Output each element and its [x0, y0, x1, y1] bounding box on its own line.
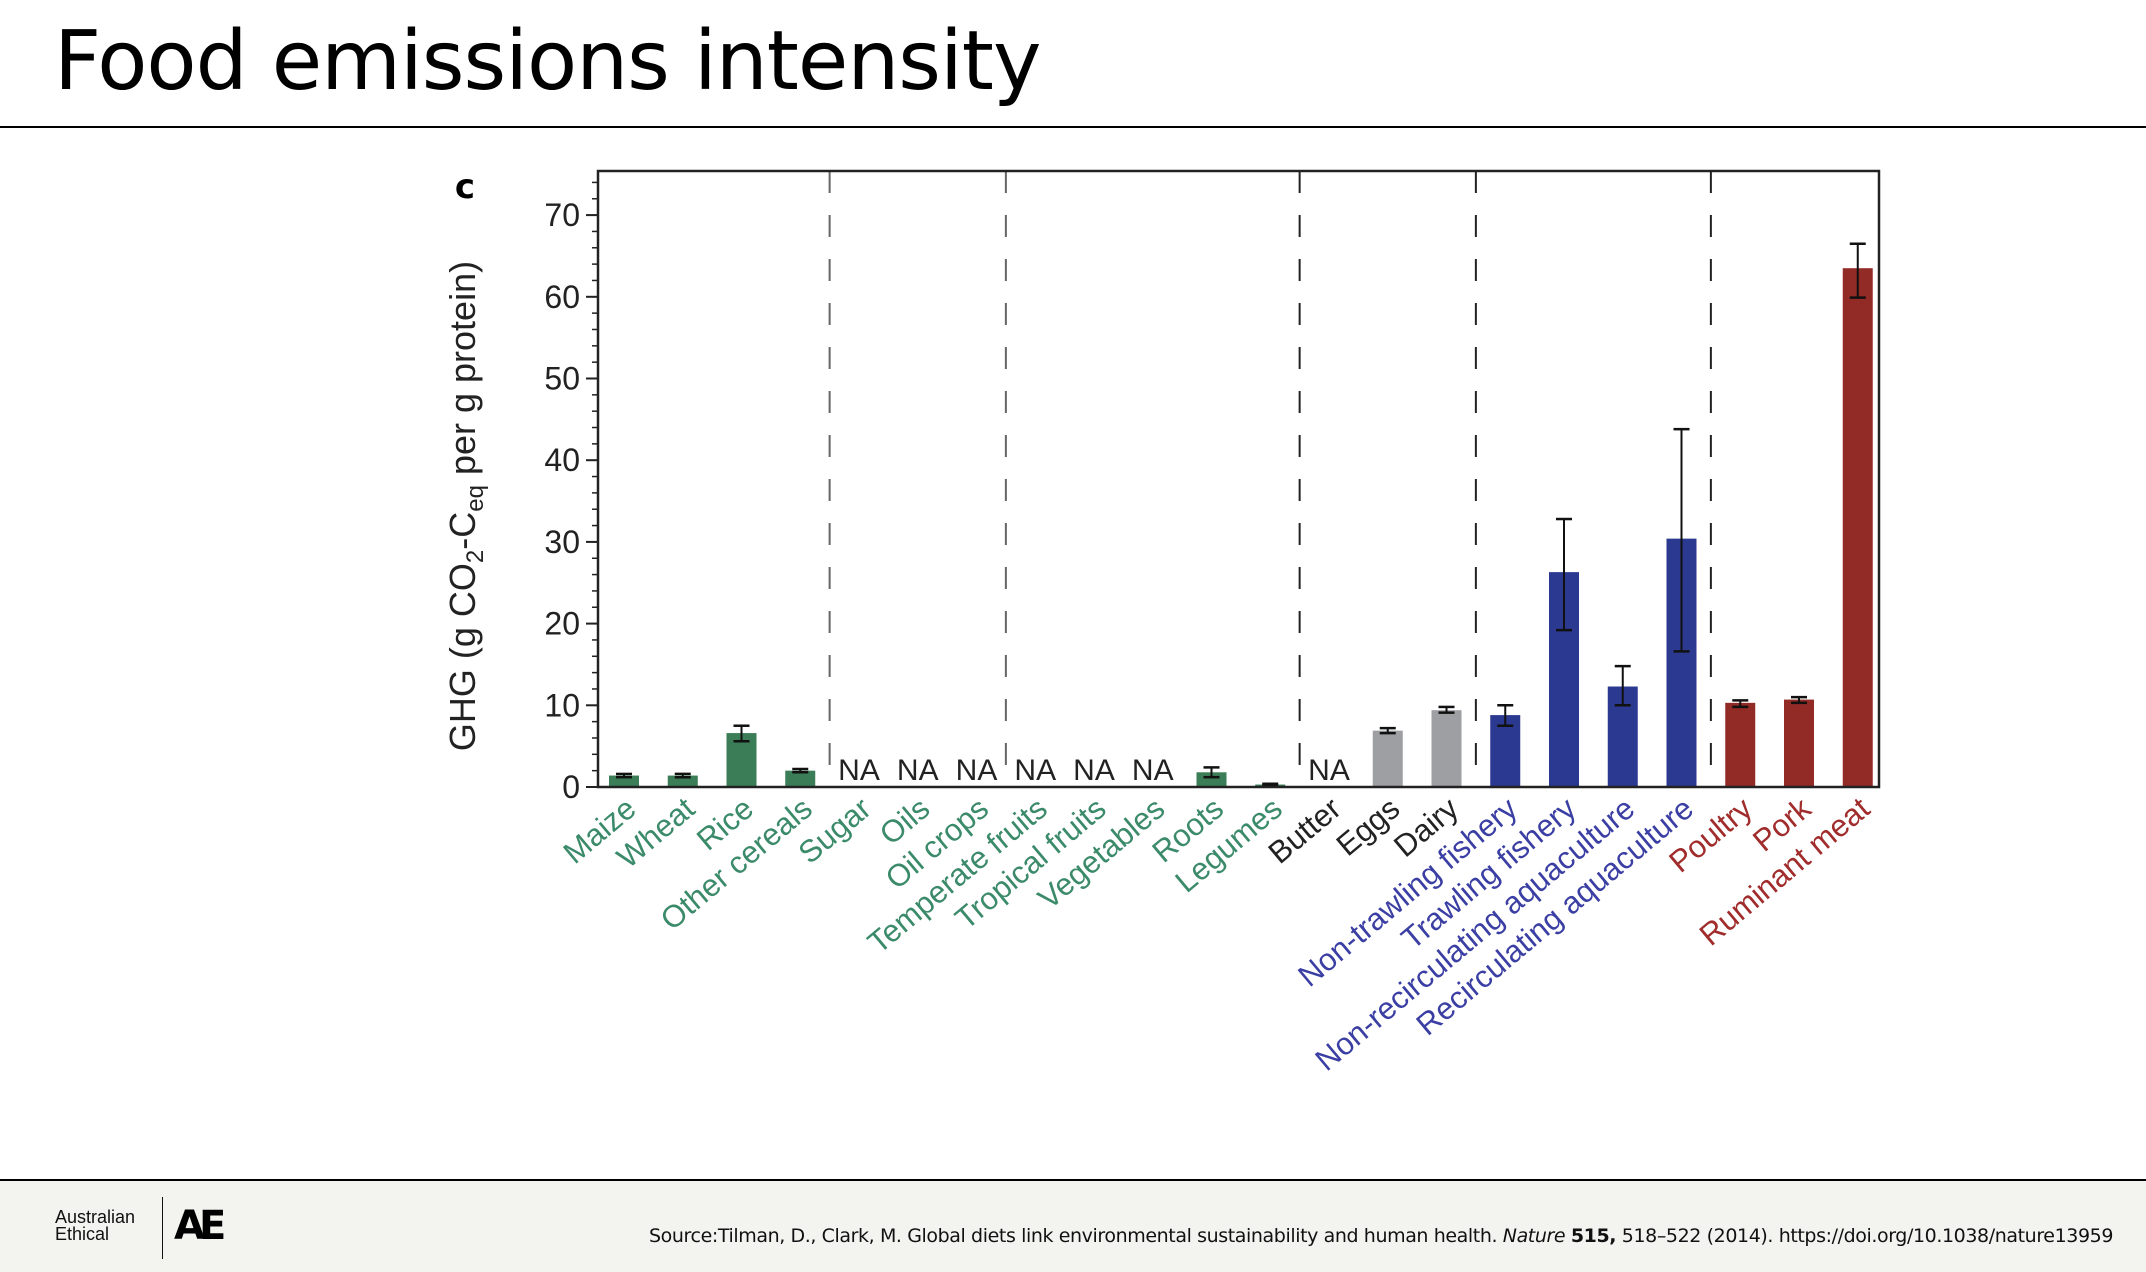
y-tick-label: 20 [544, 606, 580, 642]
source-rest: 518–522 (2014). https://doi.org/10.1038/… [1616, 1225, 2114, 1247]
na-label: NA [1308, 754, 1350, 787]
y-tick-label: 60 [544, 279, 580, 315]
brand-logo-mark: AE [174, 1203, 226, 1249]
slide-title: Food emissions intensity [54, 14, 1041, 109]
bar [1725, 702, 1756, 787]
bar [1490, 715, 1521, 787]
bar [1842, 268, 1873, 788]
y-tick-label: 50 [544, 361, 580, 397]
y-axis-label: GHG (g CO2-Ceq per g protein) [442, 261, 489, 751]
bar [1784, 699, 1814, 787]
logo-line2: Ethical [55, 1224, 110, 1244]
na-label: NA [897, 754, 939, 787]
na-label: NA [1132, 754, 1174, 787]
y-tick-label: 10 [544, 687, 580, 723]
panel-label: c [455, 167, 475, 207]
y-tick-label: 0 [562, 769, 580, 805]
na-label: NA [838, 754, 880, 787]
logo-line1: Australian [55, 1207, 136, 1227]
y-tick-label: 70 [544, 197, 580, 233]
bar [1431, 710, 1462, 787]
source-journal: Nature [1502, 1225, 1566, 1247]
bar [667, 775, 698, 787]
na-label: NA [956, 754, 998, 787]
bar [1372, 730, 1403, 787]
bar [609, 775, 639, 787]
plot-frame [596, 169, 1881, 789]
title-divider [0, 126, 2146, 128]
na-label: NA [1014, 754, 1056, 787]
na-label: NA [1073, 754, 1115, 787]
logo-divider [162, 1197, 163, 1259]
source-prefix: Source:Tilman, D., Clark, M. Global diet… [649, 1225, 1503, 1247]
source-volume: 515, [1570, 1225, 1617, 1247]
bar [785, 770, 816, 787]
emissions-bar-chart: c GHG (g CO2-Ceq per g protein) 0 10 20 30 4… [442, 167, 1881, 1078]
y-tick-label: 40 [544, 442, 580, 478]
y-tick-label: 30 [544, 524, 580, 560]
x-category-label: Eggs [1330, 791, 1407, 863]
brand-logo-text: Australian Ethical [55, 1207, 136, 1244]
source-citation: Source:Tilman, D., Clark, M. Global diet… [649, 1225, 2113, 1247]
footer: Australian Ethical AE Source:Tilman, D.,… [0, 1179, 2146, 1272]
